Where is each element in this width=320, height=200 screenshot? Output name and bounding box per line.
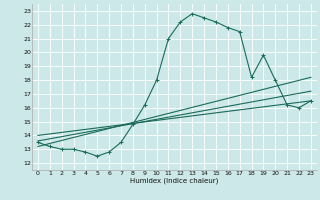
X-axis label: Humidex (Indice chaleur): Humidex (Indice chaleur) <box>130 177 219 184</box>
